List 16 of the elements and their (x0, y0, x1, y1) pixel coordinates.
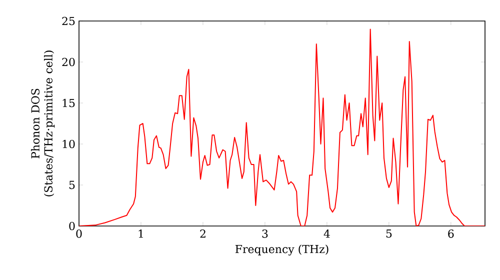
line-series (79, 28, 486, 226)
y-tick-label: 15 (62, 98, 75, 108)
y-axis-title: Phonon DOS (States/THz·primitive cell) (30, 50, 55, 196)
y-tick-label: 10 (62, 140, 75, 148)
x-tick-label: 1 (138, 230, 143, 238)
x-tick-label: 2 (200, 230, 206, 238)
y-tick-label: 20 (62, 58, 75, 66)
x-tick-label: 5 (386, 230, 392, 238)
x-tick-label: 4 (324, 230, 330, 238)
x-tick-label: 0 (76, 230, 82, 238)
x-axis-title: Frequency (THz) (235, 244, 328, 256)
y-tick-label: 25 (62, 16, 75, 26)
x-tick-label: 6 (448, 230, 454, 238)
y-tick-label: 5 (69, 180, 75, 190)
y-tick-label: 0 (69, 222, 75, 230)
x-tick-label: 3 (262, 230, 268, 238)
